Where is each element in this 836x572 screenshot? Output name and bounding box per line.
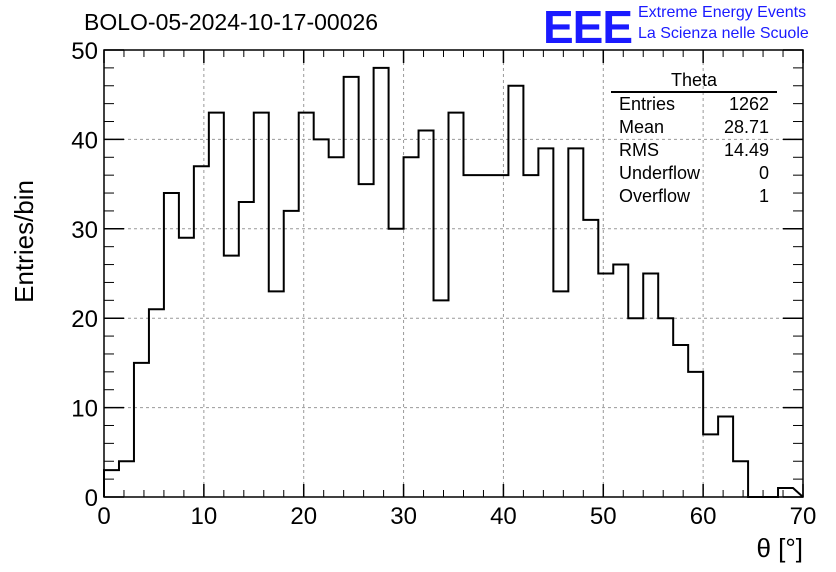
stats-box: Theta Entries 1262 Mean 28.71 RMS 14.49 … — [611, 70, 777, 208]
stats-label: Underflow — [619, 163, 701, 183]
stats-row-rms: RMS 14.49 — [611, 139, 777, 162]
stats-row-overflow: Overflow 1 — [611, 185, 777, 208]
x-tick-label: 0 — [97, 503, 110, 530]
x-tick-label: 10 — [191, 503, 218, 530]
stats-value: 1 — [758, 186, 769, 206]
eee-logo: EEE — [543, 1, 633, 53]
x-tick-label: 40 — [490, 503, 517, 530]
plot-frame — [103, 49, 804, 498]
stats-value: 14.49 — [723, 140, 769, 160]
y-tick-label: 20 — [71, 306, 98, 333]
x-axis-label: θ [°] — [756, 533, 803, 563]
x-tick-label: 70 — [790, 503, 817, 530]
stats-label: Mean — [619, 117, 665, 137]
logo-line-2: La Scienza nelle Scuole — [638, 25, 809, 42]
logo-line-1: Extreme Energy Events — [638, 4, 807, 21]
y-tick-label: 40 — [71, 127, 98, 154]
stats-value: 28.71 — [723, 117, 769, 137]
y-tick-label: 50 — [71, 38, 98, 65]
x-tick-label: 50 — [590, 503, 617, 530]
y-tick-label: 10 — [71, 396, 98, 423]
stats-label: Overflow — [619, 186, 691, 206]
stats-value: 0 — [758, 163, 769, 183]
stats-row-underflow: Underflow 0 — [611, 162, 777, 185]
stats-value: 1262 — [728, 94, 769, 114]
stats-label: RMS — [619, 140, 659, 160]
x-tick-label: 30 — [390, 503, 417, 530]
x-tick-label: 20 — [290, 503, 317, 530]
plot-title: BOLO-05-2024-10-17-00026 — [84, 9, 379, 35]
stats-label: Entries — [619, 94, 676, 114]
y-axis-label: Entries/bin — [9, 180, 39, 303]
stats-row-mean: Mean 28.71 — [611, 116, 777, 139]
y-tick-label: 0 — [85, 485, 98, 512]
stats-title: Theta — [611, 70, 777, 93]
histogram-outline — [103, 66, 804, 498]
y-tick-label: 30 — [71, 217, 98, 244]
stats-row-entries: Entries 1262 — [611, 93, 777, 116]
x-tick-label: 60 — [690, 503, 717, 530]
